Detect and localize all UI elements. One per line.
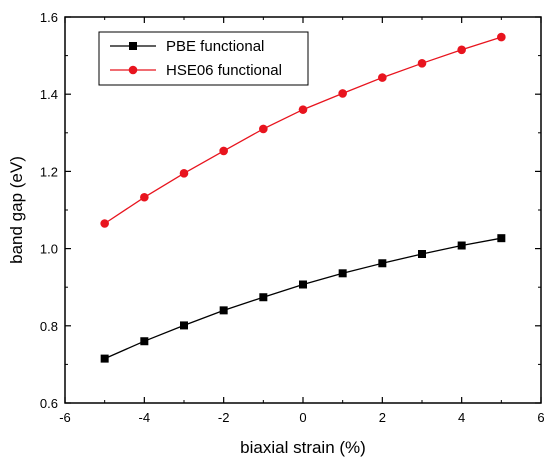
- data-point-pbe: [259, 293, 268, 302]
- legend-box: [98, 31, 309, 86]
- x-tick-label: 2: [379, 410, 386, 425]
- legend: PBE functional HSE06 functional: [98, 31, 309, 86]
- data-point-pbe: [140, 337, 149, 346]
- y-tick-label: 1.2: [40, 164, 58, 179]
- legend-marker-hse06: [128, 65, 138, 75]
- data-point-hse06: [497, 32, 506, 42]
- x-axis-title: biaxial strain (%): [240, 438, 366, 457]
- data-point-pbe: [100, 354, 109, 363]
- x-axis-ticks: -6 -4 -2 0 2 4 6: [59, 17, 545, 425]
- y-tick-label: 1.4: [40, 87, 58, 102]
- data-point-hse06: [338, 89, 347, 98]
- y-tick-label: 0.6: [40, 396, 58, 411]
- data-point-hse06: [259, 124, 268, 134]
- x-tick-label: 6: [537, 410, 544, 425]
- data-point-pbe: [378, 259, 387, 268]
- series-layer: [100, 32, 506, 363]
- data-point-pbe: [219, 306, 228, 315]
- y-axis-ticks: 0.6 0.8 1.0 1.2 1.4 1.6: [40, 10, 541, 411]
- x-tick-label: -4: [139, 410, 151, 425]
- data-point-pbe: [418, 250, 426, 259]
- x-tick-label: -2: [218, 410, 230, 425]
- data-point-hse06: [417, 59, 427, 68]
- series-line-pbe: [104, 237, 502, 360]
- data-point-pbe: [457, 241, 466, 250]
- data-point-pbe: [338, 269, 347, 278]
- data-point-hse06: [179, 169, 189, 178]
- legend-label-pbe: PBE functional: [166, 38, 264, 55]
- data-point-hse06: [219, 146, 228, 156]
- data-point-hse06: [457, 45, 466, 55]
- y-tick-label: 1.6: [40, 10, 58, 25]
- x-tick-label: 0: [299, 410, 306, 425]
- y-axis-title: band gap (eV): [7, 156, 26, 264]
- data-point-hse06: [298, 105, 308, 114]
- data-point-hse06: [100, 219, 109, 228]
- data-point-hse06: [378, 73, 387, 82]
- y-tick-label: 0.8: [40, 319, 58, 334]
- x-tick-label: -6: [59, 410, 71, 425]
- y-tick-label: 1.0: [40, 242, 58, 257]
- x-tick-label: 4: [458, 410, 465, 425]
- legend-marker-pbe: [129, 42, 137, 50]
- data-point-pbe: [497, 234, 506, 243]
- data-point-pbe: [299, 280, 307, 289]
- legend-label-hse06: HSE06 functional: [166, 62, 282, 79]
- data-point-pbe: [180, 321, 188, 330]
- data-point-hse06: [140, 192, 149, 202]
